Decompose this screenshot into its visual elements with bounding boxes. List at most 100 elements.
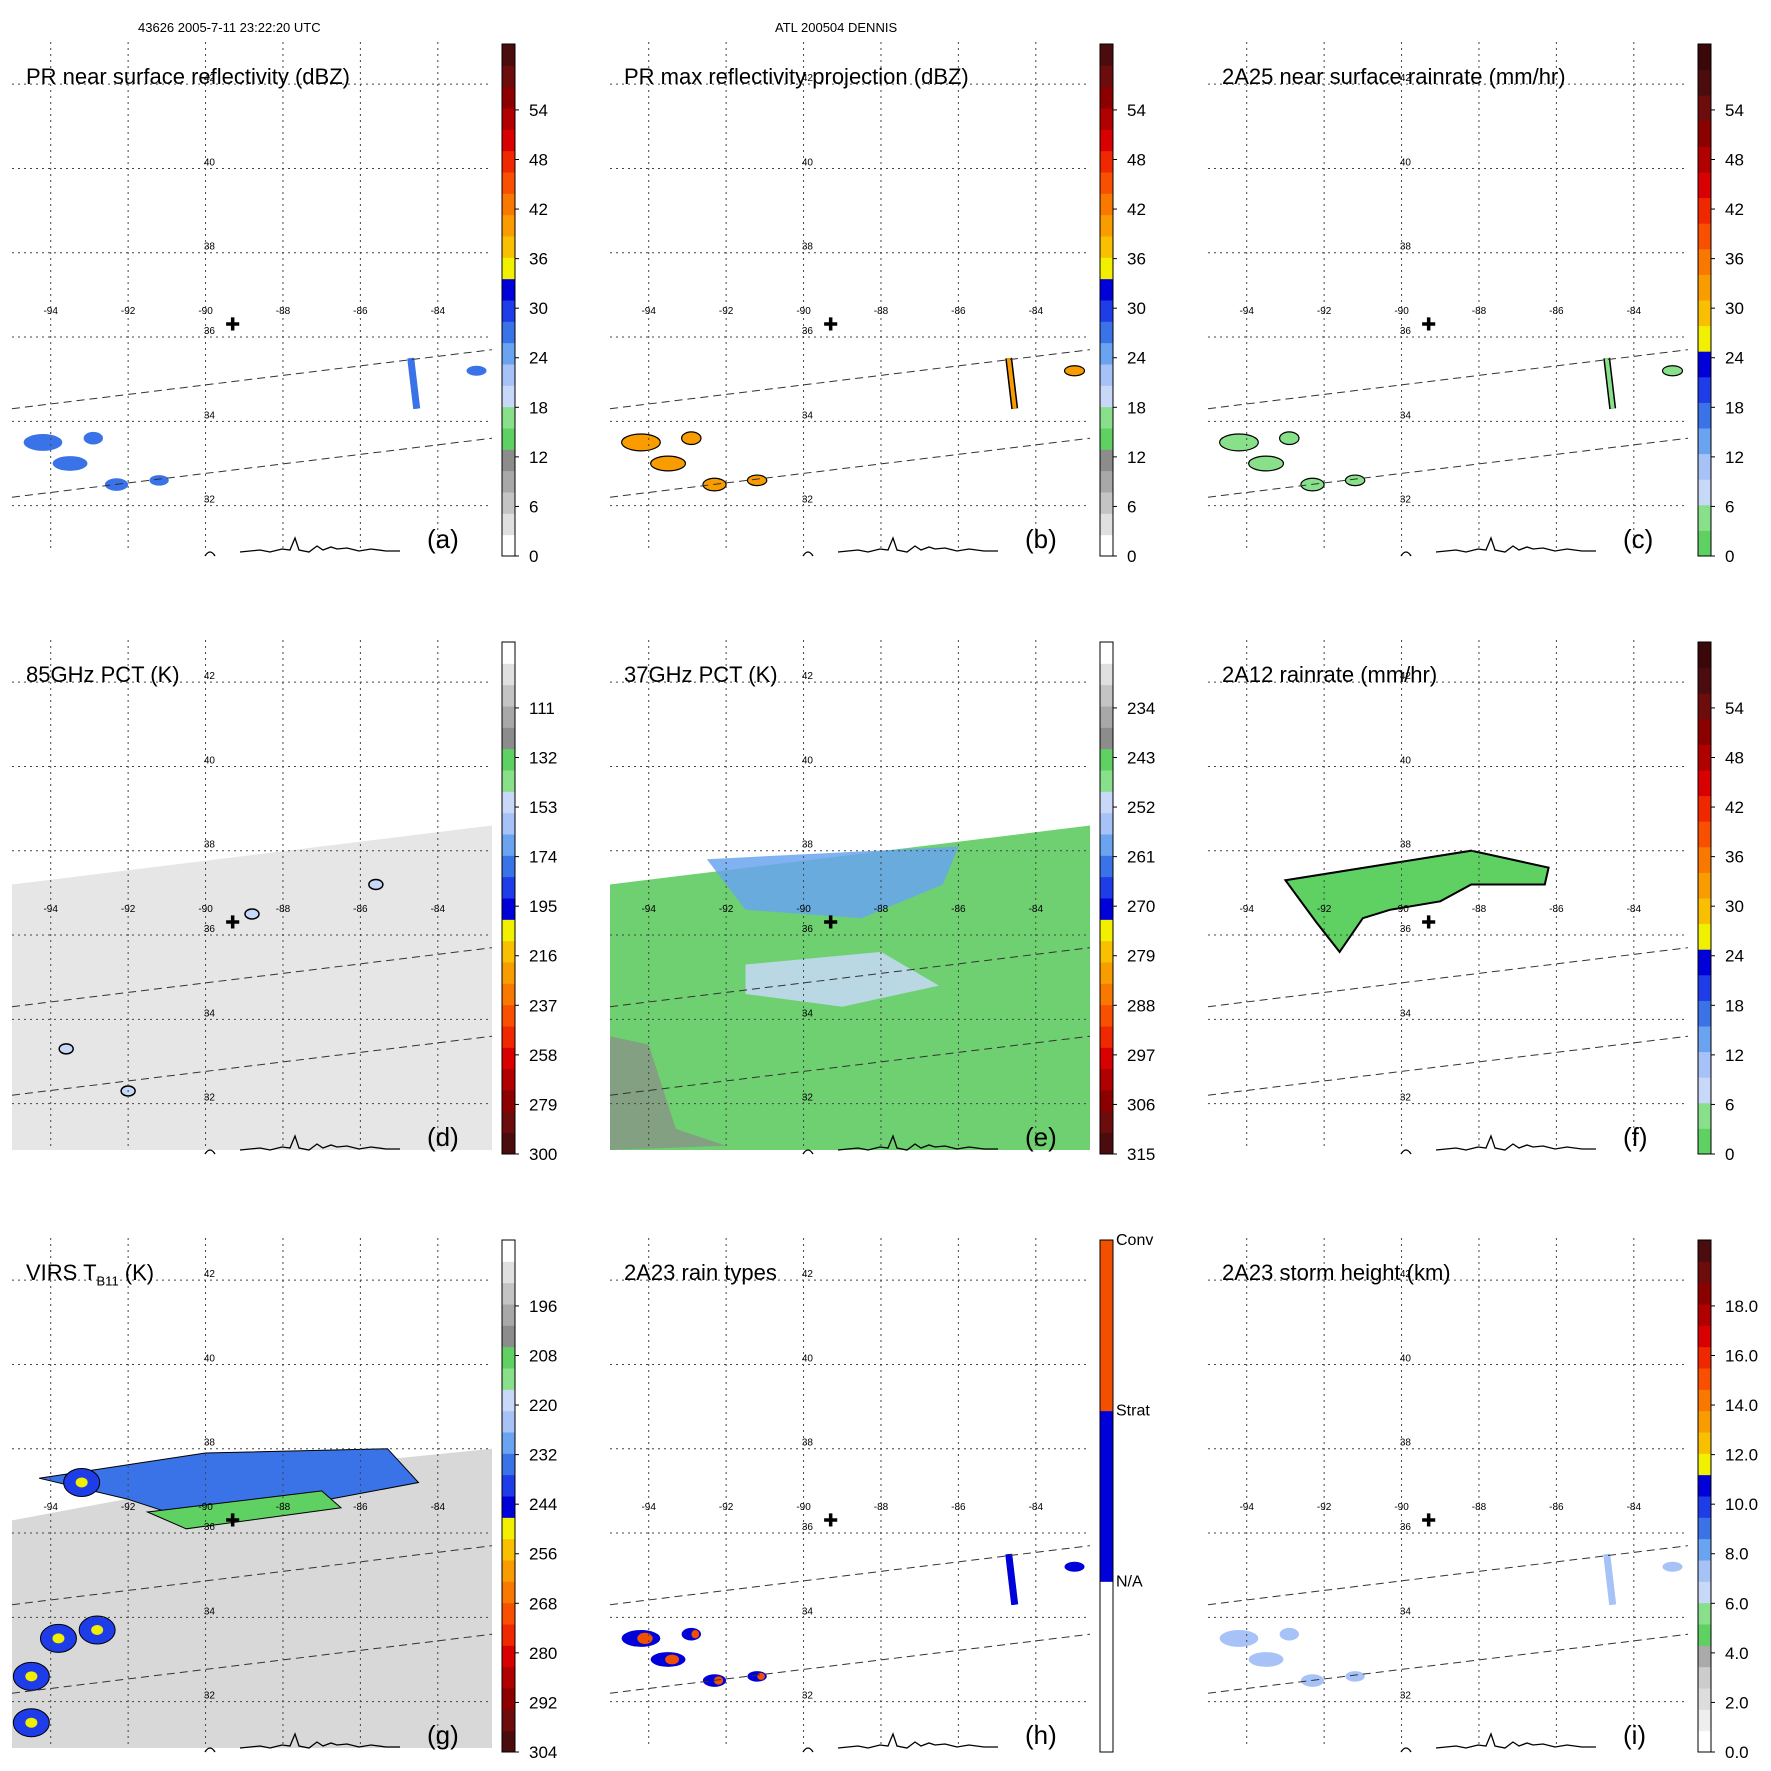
colorbar-segment-22 [1100, 65, 1113, 88]
lon-label--86: -86 [353, 1502, 368, 1513]
colorbar-segment-3 [1698, 1051, 1711, 1078]
colorbar-segment-6 [1698, 1602, 1711, 1625]
lat-label-38: 38 [204, 1438, 216, 1449]
colorbar-segment-19 [1698, 642, 1711, 669]
panel-b-letter: (b) [1025, 524, 1057, 554]
colorbar-segment-14 [502, 236, 515, 258]
colorbar-segment-9 [1100, 342, 1113, 365]
colorbar-segment-15 [1698, 146, 1711, 173]
cloud-edge-band [145, 1490, 343, 1530]
lat-label-38: 38 [204, 840, 216, 851]
colorbar-segment-5 [1698, 1000, 1711, 1027]
colorbar-tick-3: 268 [529, 1594, 557, 1613]
colorbar-segment-13 [502, 1453, 515, 1476]
tmi-swath-fill [12, 825, 492, 1150]
lon-label--90: -90 [796, 1502, 811, 1513]
colorbar-tick-4: 8.0 [1725, 1545, 1749, 1564]
gulf-coastline [1400, 1732, 1596, 1753]
colorbar-segment-3 [502, 1068, 515, 1091]
colorbar-segment-4 [1100, 449, 1113, 472]
lon-label--90: -90 [1394, 1502, 1409, 1513]
colorbar-segment-11 [1698, 1496, 1711, 1518]
panel-d-letter: (d) [427, 1122, 459, 1152]
lon-label--84: -84 [1627, 904, 1642, 915]
lat-label-40: 40 [802, 1353, 814, 1364]
colorbar-segment-13 [1698, 197, 1711, 224]
colorbar-segment-23 [1100, 642, 1113, 664]
colorbar-segment-10 [1100, 321, 1113, 344]
lat-label-36: 36 [802, 326, 814, 337]
colorbar-tick-6: 12.0 [1725, 1446, 1758, 1465]
colorbar-segment-17 [1100, 172, 1113, 194]
panel-f-plot: -94 -92 -90 -88 -86 -84 42 40 38 36 34 32 ✚ 0 6 12 18 24 3… [1207, 640, 1744, 1164]
swath-edge-1 [609, 1633, 1091, 1694]
lon-label--90: -90 [1394, 306, 1409, 317]
colorbar-segment-16 [502, 1389, 515, 1412]
colorbar-segment-0 [1698, 1730, 1711, 1753]
lat-label-40: 40 [204, 1353, 216, 1364]
colorbar-tick-0: 304 [529, 1743, 557, 1762]
colorbar-segment-1 [1100, 513, 1113, 536]
lat-label-32: 32 [204, 1691, 216, 1702]
colorbar-segment-19 [502, 727, 515, 750]
colorbar-segment-23 [1698, 1240, 1711, 1262]
lat-label-36: 36 [1400, 924, 1412, 935]
colorbar-segment-12 [1100, 278, 1113, 301]
colorbar-segment-9 [502, 940, 515, 963]
colorbar-segment-11 [1698, 248, 1711, 275]
colorbar-tick-2: 12 [1127, 448, 1146, 467]
lon-label--86: -86 [951, 904, 966, 915]
colorbar-segment-16 [1698, 718, 1711, 745]
panel-g-letter: (g) [427, 1720, 459, 1750]
lon-label--94: -94 [1239, 904, 1254, 915]
colorbar-segment-21 [502, 684, 515, 707]
panel-i-2a23-storm-height: -94 -92 -90 -88 -86 -84 42 40 38 36 34 32 ✚ 0.0 2.0 4.0… [1196, 1226, 1771, 1766]
convective-core-peak-1 [25, 1671, 38, 1682]
convective-pixel-2 [713, 1676, 724, 1685]
virs-swath-fill [12, 1448, 492, 1748]
colorbar-tick-7: 42 [529, 200, 548, 219]
panel-i-title: 2A23 storm height (km) [1222, 1260, 1451, 1285]
rain-cell-4 [681, 431, 702, 446]
swath-edge-1 [1207, 437, 1689, 498]
colorbar-tick-7: 220 [529, 1396, 557, 1415]
swath-edge-1 [609, 1035, 1091, 1096]
colorbar-segment-17 [502, 770, 515, 792]
lon-label--92: -92 [121, 1502, 136, 1513]
colorbar-segment-5 [1698, 1624, 1711, 1646]
lat-label-36: 36 [802, 1522, 814, 1533]
lat-label-36: 36 [204, 326, 216, 337]
colorbar-segment-21 [502, 86, 515, 109]
colorbar-segment-19 [502, 1325, 515, 1348]
panel-a-pr-near-surface-reflectivity: -94 -92 -90 -88 -86 -84 42 40 38 36 34 32 ✚ 0 6 12 18 24 3… [0, 30, 594, 570]
colorbar-segment-7 [1698, 949, 1711, 976]
squall-line [1006, 1553, 1017, 1605]
colorbar-tick-0: 0.0 [1725, 1743, 1749, 1762]
gulf-coastline [802, 536, 998, 557]
colorbar-segment-0 [502, 534, 515, 557]
colorbar-tick-8: 132 [529, 748, 557, 767]
colorbar-segment-7 [1100, 385, 1113, 408]
colorbar-segment-4 [502, 1047, 515, 1070]
panel-g-title-end: (K) [118, 1260, 155, 1285]
colorbar-tick-1: 292 [529, 1693, 557, 1712]
convective-pixel-3 [757, 1672, 765, 1680]
colorbar-tick-4: 279 [1127, 947, 1155, 966]
storm-center-marker: ✚ [823, 1510, 838, 1531]
rain-cell-1 [1248, 455, 1285, 472]
colorbar-segment-17 [1698, 95, 1711, 122]
colorbar-segment-5 [502, 1624, 515, 1646]
colorbar-segment-1 [1100, 1111, 1113, 1134]
colorbar-tick-1: 6 [1725, 497, 1734, 516]
colorbar-tick-7: 42 [1127, 200, 1146, 219]
colorbar-segment-2 [1100, 1240, 1113, 1412]
colorbar-segment-14 [502, 834, 515, 856]
lon-label--84: -84 [431, 306, 446, 317]
colorbar-segment-8 [1100, 364, 1113, 386]
swath-edge-0 [1207, 947, 1689, 1008]
lon-label--84: -84 [431, 1502, 446, 1513]
colorbar-segment-1 [1698, 504, 1711, 531]
colorbar-tick-8: 243 [1127, 748, 1155, 767]
lon-label--88: -88 [1472, 306, 1487, 317]
lon-label--94: -94 [641, 904, 656, 915]
